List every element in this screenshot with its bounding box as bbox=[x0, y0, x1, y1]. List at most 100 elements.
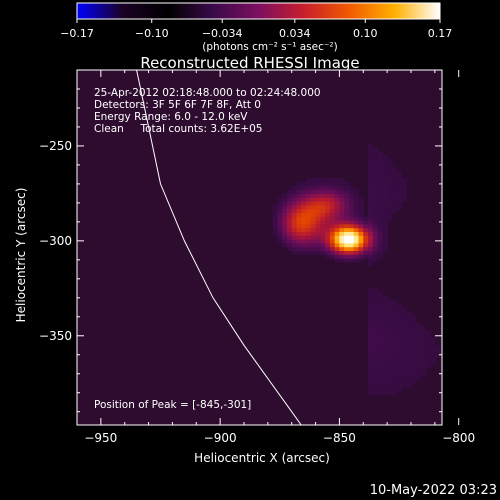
heatmap-cell bbox=[377, 204, 383, 210]
heatmap-cell bbox=[325, 250, 331, 255]
heatmap-cell bbox=[372, 383, 379, 388]
heatmap-cell bbox=[344, 193, 350, 198]
heatmap-cell bbox=[382, 341, 388, 346]
heatmap-cell bbox=[396, 352, 403, 358]
heatmap-cell bbox=[291, 239, 298, 244]
heatmap-cell bbox=[358, 208, 364, 213]
heatmap-cell bbox=[372, 352, 379, 358]
heatmap-cell bbox=[396, 303, 403, 308]
heatmap-cell bbox=[368, 208, 374, 213]
heatmap-cell bbox=[382, 375, 388, 380]
heatmap-cell bbox=[391, 345, 398, 350]
heatmap-cell bbox=[377, 227, 383, 232]
heatmap-cell bbox=[315, 178, 321, 183]
heatmap-cell bbox=[377, 303, 383, 308]
heatmap-cell bbox=[415, 375, 422, 380]
heatmap-cell bbox=[339, 257, 345, 263]
heatmap-cell bbox=[396, 364, 403, 369]
heatmap-cell bbox=[329, 242, 336, 248]
heatmap-cell bbox=[277, 239, 283, 244]
heatmap-cell bbox=[368, 254, 374, 259]
heatmap-cell bbox=[301, 212, 307, 217]
heatmap-cell bbox=[353, 254, 360, 259]
plot-frame bbox=[76, 69, 443, 426]
heatmap-cell bbox=[387, 212, 393, 217]
heatmap-cell bbox=[368, 235, 374, 240]
heatmap-cell bbox=[382, 383, 388, 388]
heatmap-cell bbox=[382, 371, 388, 377]
heatmap-cell bbox=[349, 231, 355, 236]
heatmap-cell bbox=[368, 292, 374, 297]
heatmap-cell bbox=[391, 182, 398, 187]
heatmap-cell bbox=[353, 235, 360, 240]
heatmap-cell bbox=[377, 197, 383, 202]
heatmap-cell bbox=[291, 189, 298, 194]
heatmap-cell bbox=[286, 235, 293, 240]
heatmap-image bbox=[77, 70, 442, 425]
heatmap-cell bbox=[411, 352, 417, 358]
heatmap-cell bbox=[344, 235, 350, 240]
heatmap-cell bbox=[277, 212, 283, 217]
heatmap-cell bbox=[315, 185, 321, 191]
heatmap-cell bbox=[372, 330, 379, 335]
heatmap-cell bbox=[406, 371, 412, 377]
heatmap-cell bbox=[406, 330, 412, 335]
heatmap-cell bbox=[382, 178, 388, 183]
heatmap-cell bbox=[315, 189, 321, 194]
heatmap-cell bbox=[430, 349, 436, 354]
heatmap-cell bbox=[434, 349, 441, 354]
heatmap-cell bbox=[396, 204, 403, 210]
heatmap-cell bbox=[353, 239, 360, 244]
heatmap-cell bbox=[372, 349, 379, 354]
heatmap-cell bbox=[401, 371, 407, 377]
heatmap-cell bbox=[387, 349, 393, 354]
heatmap-cell bbox=[391, 390, 398, 396]
heatmap-cell bbox=[377, 360, 383, 365]
heatmap-cell bbox=[334, 220, 340, 225]
heatmap-cell bbox=[315, 223, 321, 229]
heatmap-cell bbox=[406, 337, 412, 343]
heatmap-cell bbox=[387, 159, 393, 164]
heatmap-cell bbox=[310, 223, 317, 229]
heatmap-cell bbox=[282, 212, 288, 217]
heatmap-cell bbox=[415, 371, 422, 377]
heatmap-cell bbox=[368, 349, 374, 354]
heatmap-cell bbox=[363, 254, 369, 259]
heatmap-cell bbox=[296, 227, 302, 232]
heatmap-cell bbox=[315, 204, 321, 210]
heatmap-cell bbox=[387, 299, 393, 305]
heatmap-cell bbox=[420, 326, 426, 331]
heatmap-cell bbox=[339, 178, 345, 183]
heatmap-cell bbox=[368, 231, 374, 236]
heatmap-cell bbox=[368, 227, 374, 232]
heatmap-cell bbox=[344, 223, 350, 229]
heatmap-cell bbox=[349, 212, 355, 217]
heatmap-cell bbox=[372, 239, 379, 244]
heatmap-cell bbox=[372, 246, 379, 251]
heatmap-cell bbox=[301, 204, 307, 210]
heatmap-cell bbox=[349, 208, 355, 213]
heatmap-cell bbox=[272, 204, 278, 210]
heatmap-cell bbox=[325, 235, 331, 240]
heatmap-cell bbox=[387, 356, 393, 362]
heatmap-cell bbox=[291, 227, 298, 232]
heatmap-cell bbox=[349, 242, 355, 248]
heatmap-cell bbox=[368, 360, 374, 365]
heatmap-cell bbox=[282, 231, 288, 236]
heatmap-cell bbox=[334, 182, 340, 187]
x-tick-label: −800 bbox=[442, 431, 475, 445]
heatmap-cell bbox=[396, 330, 403, 335]
heatmap-cell bbox=[344, 227, 350, 232]
heatmap-cell bbox=[411, 318, 417, 324]
heatmap-cell bbox=[406, 375, 412, 380]
heatmap-cell bbox=[310, 239, 317, 244]
colorbar-tick-label: 0.17 bbox=[428, 27, 453, 40]
heatmap-cell bbox=[368, 170, 374, 175]
heatmap-cell bbox=[382, 220, 388, 225]
heatmap-cell bbox=[339, 182, 345, 187]
heatmap-cell bbox=[301, 182, 307, 187]
heatmap-cell bbox=[315, 235, 321, 240]
heatmap-cell bbox=[353, 197, 360, 202]
heatmap-cell bbox=[368, 201, 374, 206]
heatmap-cell bbox=[306, 246, 312, 251]
